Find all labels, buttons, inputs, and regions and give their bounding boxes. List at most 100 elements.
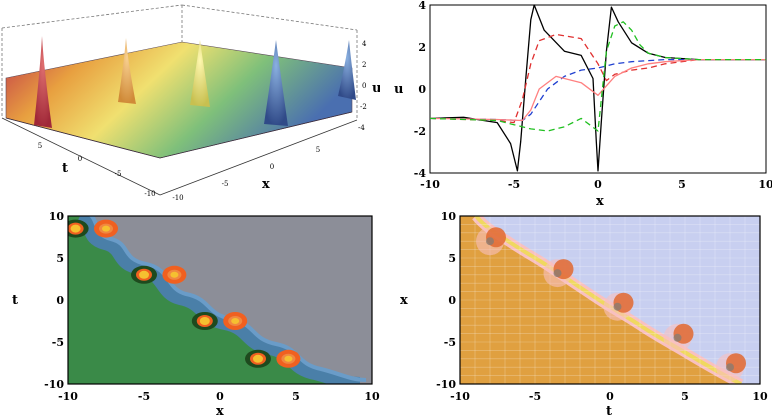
- x-ticks: -10 -5 0 5 10: [450, 390, 768, 403]
- x-tick: -5: [138, 390, 150, 403]
- z-tick: -4: [358, 124, 365, 132]
- blob-layer: [486, 237, 494, 246]
- y-ticks: 10 5 0 -5 -10: [436, 210, 456, 391]
- density-blob: [476, 227, 506, 256]
- contour-level: [70, 224, 81, 233]
- surface-peaks: [34, 36, 356, 128]
- series-line: [429, 58, 766, 122]
- surface-body: [5, 41, 353, 159]
- x-tick: -10: [420, 178, 440, 191]
- z-tick: 4: [362, 40, 367, 48]
- surface-front-edge: [5, 111, 353, 159]
- plot-frame: [429, 4, 767, 174]
- series-group: [429, 4, 766, 172]
- y-tick: -10: [436, 378, 456, 391]
- density-blobs: [476, 227, 746, 382]
- x-ticks: -10 -5 0 5 10: [420, 178, 772, 191]
- lower-region: [68, 216, 330, 384]
- x-ticks: -10 -5 0 5 10: [58, 390, 380, 403]
- y-tick: -5: [444, 336, 456, 349]
- x-tick: 0: [216, 390, 224, 403]
- x-tick: 5: [678, 178, 686, 191]
- x-tick: 10: [752, 390, 768, 403]
- contour-level: [199, 317, 210, 325]
- density-blob: [716, 353, 746, 382]
- plot-frame: [459, 215, 761, 385]
- y-tick: 5: [56, 252, 64, 265]
- contour-peak: [131, 265, 157, 284]
- contour-peak: [162, 265, 187, 284]
- y-tick: -5: [52, 336, 64, 349]
- t-axis-title: t: [62, 161, 68, 176]
- x-axis-title: x: [216, 404, 224, 416]
- contour-peak: [191, 312, 218, 330]
- y-tick: 10: [49, 210, 65, 223]
- density-plot: 10 5 0 -5 -10 -10 -5 0 5 10 x t: [400, 210, 768, 416]
- surface-peak: [190, 40, 210, 107]
- wave-band: [76, 216, 361, 384]
- blob-layer: [673, 333, 682, 342]
- contour-peak: [94, 219, 118, 238]
- x-tick: 5: [316, 146, 320, 154]
- contour-peak: [68, 219, 89, 238]
- y-tick: 4: [418, 0, 426, 12]
- surface-peak: [34, 36, 52, 128]
- y-tick: -2: [414, 125, 426, 138]
- x-ticks: -10 -5 0 5: [172, 146, 320, 202]
- y-tick: 0: [56, 294, 64, 307]
- blob-layer: [726, 363, 734, 372]
- y-axis-title: t: [12, 293, 18, 308]
- x-tick: -5: [508, 178, 520, 191]
- y-tick: 5: [448, 252, 456, 265]
- surface-peak: [118, 38, 136, 104]
- surface-peak: [264, 40, 288, 126]
- x-tick: -5: [222, 180, 229, 188]
- z-tick: 2: [362, 61, 366, 69]
- x-tick: -5: [529, 390, 541, 403]
- y-tick: -4: [414, 167, 427, 180]
- contour-level: [284, 355, 293, 362]
- t-ticks: 5 0 -5 -10: [38, 142, 156, 198]
- x-tick: 5: [292, 390, 300, 403]
- contour-level: [102, 225, 110, 232]
- contour-peak: [223, 312, 248, 330]
- y-ticks: 4 2 0 -2 -4: [414, 0, 427, 180]
- x-tick: 10: [758, 178, 772, 191]
- t-tick: 0: [78, 155, 82, 163]
- x-tick: 10: [364, 390, 380, 403]
- z-ticks: 4 2 0 -2 -4: [358, 40, 367, 132]
- t-tick: -10: [144, 190, 155, 198]
- x-axis-title: x: [596, 194, 604, 208]
- z-tick: 0: [362, 82, 366, 90]
- contour-level: [253, 354, 263, 363]
- blob-layer: [613, 302, 622, 311]
- density-blob: [663, 323, 694, 352]
- x-tick: -10: [450, 390, 470, 403]
- z-axis-title: u: [372, 81, 380, 96]
- contour-peaks: [68, 219, 301, 368]
- t-tick: 5: [38, 142, 42, 150]
- plot-frame: [67, 215, 373, 385]
- x-tick: -10: [58, 390, 78, 403]
- density-blob: [543, 259, 574, 288]
- y-tick: 10: [441, 210, 457, 223]
- y-tick: 2: [418, 41, 426, 54]
- contour-peak: [276, 349, 301, 368]
- y-tick: 0: [448, 294, 456, 307]
- x-axis-title: x: [262, 177, 270, 192]
- series-line: [429, 33, 766, 124]
- y-tick: -10: [44, 378, 64, 391]
- y-ticks: 10 5 0 -5 -10: [44, 210, 64, 391]
- t-tick: -5: [115, 170, 122, 178]
- x-tick: 0: [270, 163, 274, 171]
- contour-level: [231, 318, 240, 324]
- contour-peak: [245, 349, 271, 368]
- surface-plot: 4 2 0 -2 -4 u 5 0 -5 -10 t -10 -5 0 5 x: [1, 4, 380, 202]
- surface-peak: [338, 40, 356, 100]
- y-axis-title: x: [400, 293, 408, 308]
- contour-level: [170, 271, 179, 278]
- y-axis-title: u: [394, 82, 403, 97]
- blob-layer: [553, 269, 562, 278]
- x-tick: 5: [681, 390, 689, 403]
- density-blob: [603, 292, 634, 321]
